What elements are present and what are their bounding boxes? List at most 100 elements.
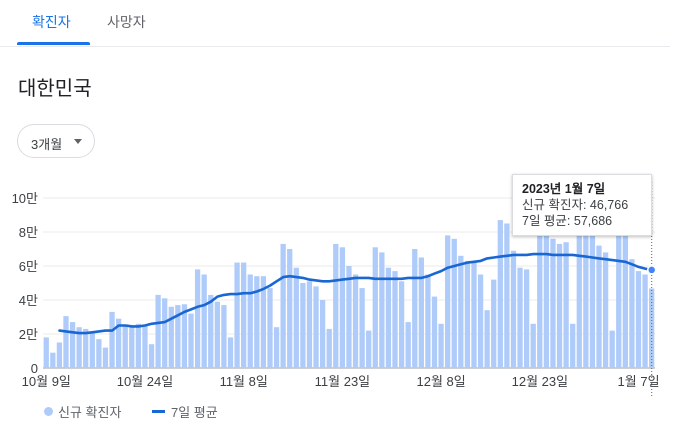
- bar: [260, 276, 267, 368]
- bar: [537, 225, 543, 368]
- bar: [142, 324, 148, 368]
- bar: [273, 327, 280, 368]
- bar: [162, 298, 168, 368]
- bar: [563, 242, 569, 368]
- bar: [201, 274, 207, 368]
- cases-chart[interactable]: 0 2만 4만 6만 8만 10만 10월 9일 10월 24일 11월 8일 11월 23일 12…: [0, 170, 681, 402]
- bar: [241, 262, 247, 368]
- legend-line: 7일 평균: [152, 402, 218, 421]
- bar: [76, 327, 82, 368]
- bar: [523, 269, 530, 368]
- bar: [214, 301, 220, 368]
- y-tick-label: 4만: [19, 293, 38, 308]
- bar: [254, 276, 260, 368]
- tab-bar: 확진자 사망자: [0, 0, 670, 47]
- bar: [550, 238, 556, 368]
- x-tick-label: 12월 8일: [417, 374, 466, 389]
- bar: [510, 250, 517, 368]
- x-tick-label: 12월 23일: [512, 374, 568, 389]
- bar: [484, 310, 490, 368]
- active-tab-indicator: [17, 42, 90, 45]
- bar: [517, 267, 523, 368]
- bar: [247, 274, 253, 368]
- bar: [293, 267, 299, 368]
- bar: [635, 271, 642, 368]
- tooltip-new-cases: 신규 확진자: 46,766: [522, 198, 629, 212]
- bar: [583, 230, 589, 368]
- bar: [366, 330, 372, 368]
- x-tick-label: 1월 7일: [618, 374, 660, 389]
- y-tick-label: 8만: [19, 225, 38, 240]
- bar: [333, 243, 339, 368]
- bar: [602, 252, 609, 368]
- bar: [642, 274, 648, 368]
- bar: [109, 311, 115, 368]
- bar: [418, 257, 424, 368]
- bar: [398, 281, 405, 368]
- bar: [56, 342, 63, 368]
- bar: [530, 323, 536, 368]
- bar: [425, 274, 431, 368]
- legend-bars-label: 신규 확진자: [58, 405, 122, 420]
- page-title: 대한민국: [18, 78, 92, 100]
- legend-bars: 신규 확진자: [44, 402, 121, 421]
- bar: [50, 352, 56, 368]
- bar: [649, 288, 655, 368]
- bar: [589, 235, 596, 368]
- bar: [83, 328, 89, 368]
- bar: [438, 323, 444, 368]
- bar: [451, 238, 457, 368]
- bar: [188, 313, 194, 368]
- bar: [208, 294, 214, 368]
- bar: [596, 245, 602, 368]
- bar: [129, 327, 135, 368]
- bar: [431, 296, 438, 368]
- legend-line-label: 7일 평균: [171, 405, 218, 420]
- bar: [458, 255, 464, 368]
- y-tick-label: 10만: [12, 191, 38, 206]
- y-tick-label: 6만: [19, 259, 38, 274]
- bar: [570, 323, 576, 368]
- bar: [556, 243, 563, 368]
- bar: [181, 304, 188, 368]
- bar: [234, 262, 240, 368]
- range-dropdown[interactable]: 3개월: [17, 124, 95, 158]
- bar: [543, 228, 550, 368]
- bar: [412, 249, 418, 368]
- bar: [346, 266, 352, 368]
- range-dropdown-label: 3개월: [31, 137, 63, 152]
- tab-confirmed[interactable]: 확진자: [32, 14, 71, 30]
- bar: [148, 344, 155, 368]
- bar: [300, 283, 306, 368]
- bar: [43, 337, 49, 368]
- bar: [464, 260, 471, 368]
- bar: [63, 316, 69, 368]
- x-tick-label: 10월 24일: [117, 374, 173, 389]
- bar: [168, 306, 174, 368]
- bar: [135, 323, 142, 368]
- bar: [339, 247, 346, 368]
- bar: [609, 330, 615, 368]
- bar: [96, 339, 102, 368]
- bar: [319, 300, 326, 368]
- bar: [280, 243, 286, 368]
- y-tick-label: 2만: [19, 327, 38, 342]
- bar: [576, 226, 582, 368]
- bar: [504, 223, 510, 368]
- bar: [326, 328, 332, 368]
- bar: [491, 279, 497, 368]
- tab-deaths[interactable]: 사망자: [107, 14, 146, 30]
- bar: [385, 267, 392, 368]
- bar: [194, 269, 201, 368]
- bar: [477, 274, 484, 368]
- bar: [629, 259, 635, 368]
- bar: [359, 288, 365, 368]
- bar-swatch-icon: [44, 407, 53, 416]
- y-tick-label: 0: [31, 361, 38, 376]
- bar: [392, 271, 398, 368]
- bar: [102, 347, 109, 368]
- bar: [227, 337, 234, 368]
- bar: [405, 322, 411, 368]
- bar: [115, 318, 122, 368]
- bar: [287, 249, 293, 368]
